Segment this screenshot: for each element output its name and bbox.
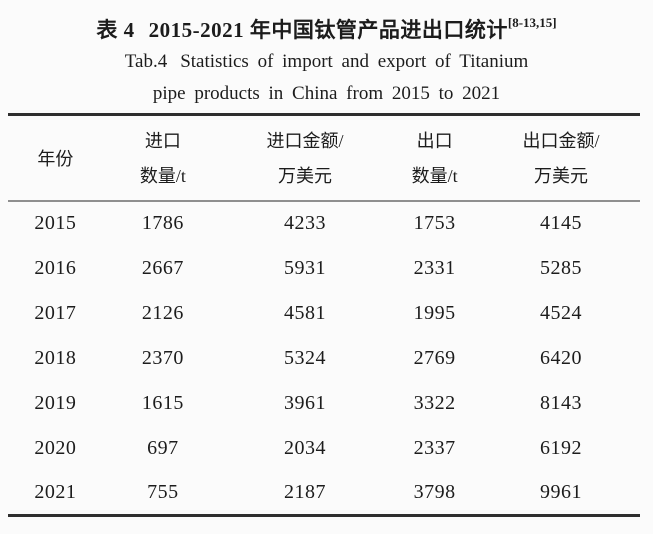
table-body: 2015 1786 4233 1753 4145 2016 2667 5931 2331 5285…: [8, 201, 640, 516]
import-qty-cell: 2126: [141, 301, 184, 324]
import-qty-cell: 697: [147, 436, 179, 459]
import-qty-cell: 755: [147, 480, 179, 503]
table-caption: 表 4 2015-2021 年中国钛管产品进出口统计[8-13,15] Tab.4…: [0, 9, 653, 110]
year-cell: 2017: [34, 301, 77, 324]
citation-reference: [8-13,15]: [507, 15, 557, 30]
caption-en-line1: Tab.4 Statistics of import and export of …: [0, 46, 653, 78]
col-header-import-value-line2: 万美元: [278, 166, 333, 187]
table-row: 2021 755 2187 3798 9961: [8, 471, 640, 516]
import-value-cell: 5324: [284, 346, 327, 369]
caption-en-label: Tab.4: [124, 51, 168, 72]
table-header: 年份 进口 数量/t 进口金额/ 万美元 出口 数量/t 出口金额/ 万美元: [8, 114, 640, 202]
col-header-import-qty-line1: 进口: [144, 131, 181, 152]
statistics-table: 年份 进口 数量/t 进口金额/ 万美元 出口 数量/t 出口金额/ 万美元: [8, 113, 640, 517]
import-value-cell: 2034: [284, 436, 327, 459]
import-value-cell: 3961: [284, 391, 327, 414]
import-value-cell: 5931: [284, 256, 327, 279]
import-qty-cell: 2667: [141, 256, 184, 279]
col-header-export-value-line1: 出口金额/: [522, 131, 600, 152]
year-cell: 2018: [34, 346, 77, 369]
import-qty-cell: 2370: [141, 346, 184, 369]
export-qty-cell: 2331: [413, 256, 456, 279]
export-qty-cell: 2337: [413, 436, 456, 459]
export-value-cell: 8143: [539, 391, 582, 414]
year-cell: 2019: [34, 391, 77, 414]
col-header-import-qty: 进口 数量/t: [102, 114, 223, 202]
col-header-import-value: 进口金额/ 万美元: [222, 114, 388, 202]
col-header-year: 年份: [8, 114, 103, 202]
export-value-cell: 9961: [539, 480, 582, 503]
import-value-cell: 4233: [284, 212, 327, 234]
caption-en-line2: pipe products in China from 2015 to 2021: [0, 78, 653, 110]
table-row: 2015 1786 4233 1753 4145: [8, 201, 640, 246]
export-qty-cell: 3322: [413, 391, 456, 414]
table-row: 2019 1615 3961 3322 8143: [8, 381, 640, 426]
col-header-export-qty-line1: 出口: [416, 131, 453, 152]
table-row: 2017 2126 4581 1995 4524: [8, 291, 640, 336]
year-cell: 2021: [34, 480, 77, 503]
export-value-cell: 6192: [539, 436, 582, 459]
caption-en-title: Statistics of import and export of Titan…: [180, 51, 529, 72]
col-header-export-qty: 出口 数量/t: [387, 114, 482, 202]
caption-zh: 表 4 2015-2021 年中国钛管产品进出口统计[8-13,15]: [0, 9, 653, 46]
col-header-year-text: 年份: [37, 148, 74, 169]
caption-zh-label: 表 4: [96, 18, 135, 42]
year-cell: 2015: [34, 212, 77, 234]
import-qty-cell: 1786: [141, 212, 184, 234]
export-qty-cell: 1753: [413, 212, 456, 234]
export-value-cell: 6420: [539, 346, 582, 369]
export-value-cell: 4145: [539, 212, 582, 234]
table-row: 2020 697 2034 2337 6192: [8, 426, 640, 471]
col-header-export-value: 出口金额/ 万美元: [481, 114, 640, 202]
col-header-export-value-line2: 万美元: [533, 166, 588, 187]
import-value-cell: 4581: [284, 301, 327, 324]
year-cell: 2016: [34, 256, 77, 279]
import-qty-cell: 1615: [141, 391, 184, 414]
header-row: 年份 进口 数量/t 进口金额/ 万美元 出口 数量/t 出口金额/ 万美元: [8, 114, 640, 202]
export-value-cell: 5285: [539, 256, 582, 279]
col-header-export-qty-line2: 数量/t: [411, 166, 458, 187]
export-value-cell: 4524: [539, 301, 582, 324]
table-row: 2018 2370 5324 2769 6420: [8, 336, 640, 381]
caption-zh-title: 2015-2021 年中国钛管产品进出口统计: [148, 18, 508, 42]
year-cell: 2020: [34, 436, 77, 459]
export-qty-cell: 1995: [413, 301, 456, 324]
import-value-cell: 2187: [284, 480, 327, 503]
table-row: 2016 2667 5931 2331 5285: [8, 246, 640, 291]
caption-en-title-cont: pipe products in China from 2015 to 2021: [152, 83, 501, 104]
col-header-import-value-line1: 进口金额/: [266, 131, 344, 152]
export-qty-cell: 3798: [413, 480, 456, 503]
col-header-import-qty-line2: 数量/t: [139, 166, 186, 187]
export-qty-cell: 2769: [413, 346, 456, 369]
